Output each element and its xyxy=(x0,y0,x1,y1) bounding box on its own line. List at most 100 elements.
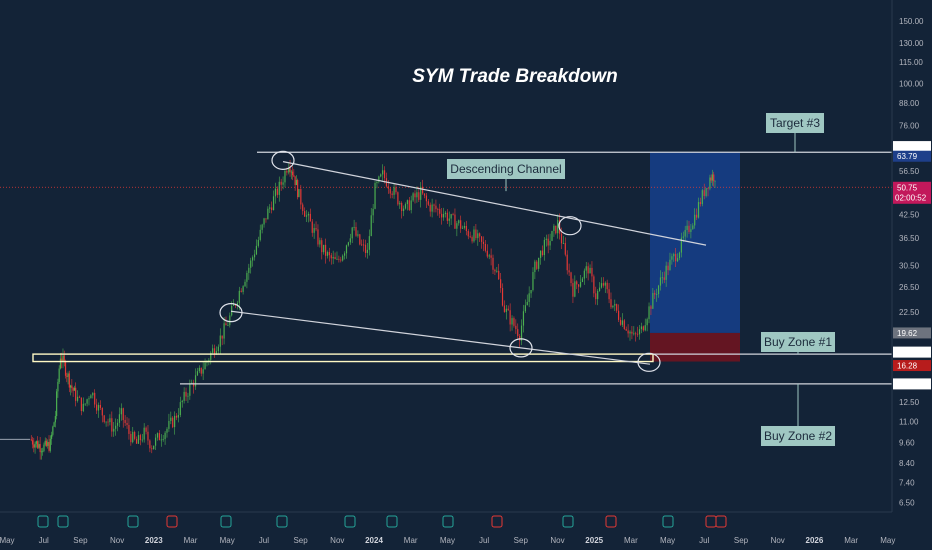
time-tick-label: 2025 xyxy=(585,536,603,545)
candle-body xyxy=(602,283,604,286)
candle-body xyxy=(551,230,553,241)
time-tick-label: May xyxy=(220,536,235,545)
time-tick-label: Jul xyxy=(39,536,49,545)
candle-body xyxy=(665,265,667,280)
candle-body xyxy=(250,260,252,268)
candle-body xyxy=(355,227,357,236)
candle-body xyxy=(692,225,694,230)
candle-body xyxy=(297,180,299,198)
event-marker xyxy=(605,515,617,528)
candle-body xyxy=(574,281,576,297)
annotation-box xyxy=(766,113,824,133)
candle-body xyxy=(372,208,374,216)
candle-body xyxy=(469,236,471,238)
price-tick-label: 76.00 xyxy=(899,121,920,130)
candle-body xyxy=(614,304,616,306)
price-tag xyxy=(893,378,931,390)
candle-body xyxy=(456,223,458,229)
candle-body xyxy=(640,326,643,330)
candle-body xyxy=(298,189,300,198)
candle-body xyxy=(606,282,608,290)
price-tag-label: 64.48 xyxy=(897,143,918,152)
candle-body xyxy=(162,439,164,440)
candle-body xyxy=(473,229,475,242)
candle-body xyxy=(494,269,496,272)
price-tick-label: 7.40 xyxy=(899,478,915,487)
candle-body xyxy=(616,304,618,311)
candle-body xyxy=(122,408,124,421)
price-axis[interactable]: 150.00 130.00 115.00 100.00 88.00 76.00 56.50 4… xyxy=(891,0,932,550)
candle-body xyxy=(92,392,94,396)
candle-body xyxy=(282,182,284,185)
price-tick-label: 56.50 xyxy=(899,167,920,176)
candle-body xyxy=(657,285,660,295)
candle-body xyxy=(265,218,267,220)
price-tick-label: 115.00 xyxy=(899,58,923,67)
candle-body xyxy=(511,318,513,325)
candle-body xyxy=(183,391,185,401)
candle-body xyxy=(357,234,359,236)
candle-body xyxy=(583,270,585,279)
candle-body xyxy=(257,239,259,246)
candle-body xyxy=(286,170,288,173)
candle-body xyxy=(572,283,574,297)
candle-body xyxy=(363,244,365,246)
candle-body xyxy=(711,174,714,181)
candle-body xyxy=(528,293,530,302)
candle-body xyxy=(181,400,183,403)
candle-body xyxy=(147,431,149,441)
candle-body xyxy=(225,323,227,326)
candle-body xyxy=(710,177,712,181)
time-tick-label: Mar xyxy=(844,536,858,545)
candle-body xyxy=(304,211,306,217)
candle-body xyxy=(378,176,380,182)
candle-body xyxy=(328,252,330,256)
pivot-circle xyxy=(271,150,295,170)
candle-body xyxy=(113,428,115,432)
candle-body xyxy=(42,450,44,452)
candle-body xyxy=(185,391,187,397)
candle-body xyxy=(699,202,702,205)
candle-body xyxy=(460,220,462,229)
candle-body xyxy=(30,439,32,441)
time-tick-label: Sep xyxy=(734,536,749,545)
pivot-circle xyxy=(219,303,243,323)
stop-box xyxy=(650,332,740,362)
event-marker xyxy=(127,515,139,528)
candle-body xyxy=(484,243,486,251)
candle-body xyxy=(208,359,210,362)
candle-body xyxy=(317,229,319,245)
candle-body xyxy=(517,329,519,337)
candle-body xyxy=(553,225,555,231)
candle-body xyxy=(423,193,426,196)
candle-body xyxy=(252,257,254,261)
candle-body xyxy=(515,325,517,330)
candle-body xyxy=(269,207,271,209)
price-tick-label: 88.00 xyxy=(899,99,920,108)
candle-body xyxy=(115,425,117,429)
candle-body xyxy=(395,187,397,193)
candle-body xyxy=(652,293,654,309)
candle-body xyxy=(80,397,82,412)
candle-body xyxy=(402,208,405,212)
candle-body xyxy=(406,200,408,205)
price-tag-label: 19.62 xyxy=(897,329,918,338)
candle-body xyxy=(64,362,67,376)
candle-body xyxy=(72,388,74,391)
candle-body xyxy=(305,215,308,217)
candle-body xyxy=(291,171,294,176)
candle-body xyxy=(141,439,143,441)
candle-body xyxy=(198,367,200,372)
event-marker xyxy=(37,515,49,528)
candle-body xyxy=(248,267,250,273)
candle-body xyxy=(431,204,433,212)
candle-body xyxy=(175,415,178,418)
candle-body xyxy=(196,371,199,376)
candle-body xyxy=(68,373,70,388)
time-axis[interactable]: May Jul Sep Nov 2023 Mar May Jul Sep Nov 2024 Mar Ma… xyxy=(0,511,895,545)
price-tag-label: 16.28 xyxy=(897,362,918,371)
candle-body xyxy=(399,202,401,205)
candle-body xyxy=(560,233,563,244)
candle-body xyxy=(490,255,492,258)
